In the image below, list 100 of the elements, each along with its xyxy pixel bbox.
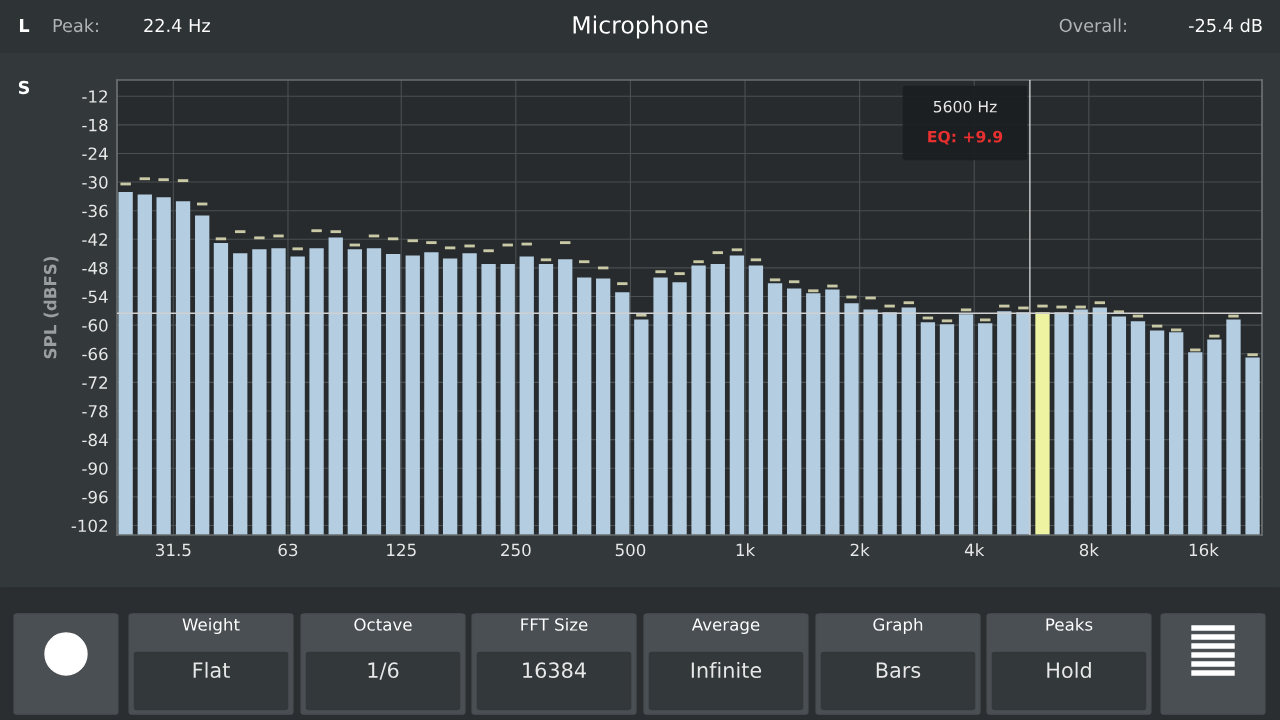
bar (691, 265, 706, 535)
bar (444, 246, 456, 250)
bar (177, 179, 189, 183)
bar (615, 292, 630, 535)
bar (1111, 316, 1127, 535)
bar (366, 248, 382, 535)
text: Octave (354, 618, 412, 631)
bar (787, 288, 802, 535)
x-tick-label: 1k (736, 543, 756, 556)
bar (387, 237, 399, 241)
bar (233, 253, 248, 535)
bar (693, 260, 704, 264)
bar (405, 255, 420, 535)
text: 16384 (523, 662, 586, 679)
bar (731, 248, 743, 252)
bar (426, 241, 437, 245)
bar (1054, 312, 1069, 535)
y-tick-label: -60 (82, 319, 108, 332)
bar (597, 266, 609, 270)
bar (825, 289, 840, 535)
bar (997, 311, 1012, 535)
bar (903, 301, 914, 305)
x-tick-label: 16k (1189, 543, 1219, 557)
bar (118, 192, 133, 535)
x-tick-label: 4k (964, 543, 985, 556)
y-tick-label: -12 (82, 90, 107, 103)
bar (674, 272, 685, 276)
y-tick-label: -96 (82, 490, 108, 504)
chart-title: Microphone (573, 15, 708, 39)
bar (978, 323, 993, 535)
bar (617, 282, 628, 286)
bar (519, 256, 534, 535)
text: FFT Size (521, 617, 588, 631)
y-tick-label: -90 (82, 462, 108, 475)
y-tick-label: -30 (82, 176, 108, 189)
bar (939, 324, 955, 535)
bar (538, 264, 554, 535)
bar (634, 319, 649, 535)
y-tick-label: -42 (82, 233, 107, 246)
bar (271, 248, 286, 535)
bar (767, 283, 783, 535)
text: Hold (1047, 661, 1091, 679)
bar (254, 236, 265, 240)
bar (407, 239, 418, 243)
bar (788, 280, 800, 284)
bar (653, 277, 668, 535)
bar (309, 248, 324, 535)
bar (729, 255, 745, 535)
bar (1130, 321, 1146, 535)
bar (1245, 357, 1260, 535)
x-tick-label: 63 (278, 543, 298, 557)
y-tick-label: -72 (82, 376, 107, 389)
bar (1209, 334, 1220, 338)
y-tick-label: -78 (82, 404, 108, 418)
bar (958, 314, 974, 535)
bar (901, 307, 916, 535)
text: Flat (193, 661, 230, 679)
y-tick-label: -66 (82, 347, 108, 361)
bar (1073, 309, 1088, 535)
bar (844, 303, 859, 535)
x-tick-label: 125 (387, 543, 416, 557)
bar (137, 194, 152, 535)
text: S (18, 80, 30, 95)
y-axis-title: SPL (dBFS) (43, 256, 59, 359)
bar (672, 282, 687, 535)
bar (1092, 307, 1107, 535)
bar (960, 308, 972, 312)
bar (1207, 339, 1222, 535)
text: Overall: (1059, 18, 1126, 33)
bar (215, 237, 227, 241)
text: Weight (182, 617, 240, 635)
bar (863, 309, 878, 535)
y-tick-label: -102 (71, 519, 107, 533)
y-tick-label: -24 (82, 147, 108, 160)
bar (385, 254, 401, 535)
bar (292, 247, 303, 251)
bar (1035, 312, 1050, 535)
x-tick-label: 8k (1079, 543, 1099, 557)
bar (1149, 330, 1165, 535)
bar (596, 278, 611, 535)
y-tick-label: -84 (82, 433, 108, 447)
bar (1094, 301, 1106, 305)
bar (158, 178, 169, 182)
text: Peak: (53, 18, 98, 33)
bar (330, 230, 341, 234)
bar (1226, 319, 1241, 535)
bar (806, 293, 821, 535)
bar (481, 264, 496, 535)
annotation: EQ: +9.9 (928, 130, 1003, 145)
text: -25.4 dB (1189, 18, 1262, 33)
text: Bars (876, 662, 921, 679)
bar (1247, 353, 1258, 357)
text: 1/6 (368, 662, 399, 680)
y-tick-label: -48 (82, 261, 108, 275)
bar (578, 260, 590, 264)
y-tick-label: -18 (82, 118, 108, 132)
bar (979, 318, 991, 322)
bar (1170, 328, 1182, 332)
bar (769, 278, 781, 282)
bar (347, 249, 362, 535)
